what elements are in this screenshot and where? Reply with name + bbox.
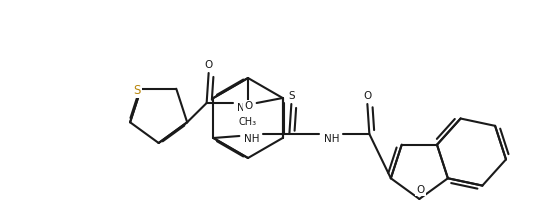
Text: O: O bbox=[363, 91, 372, 101]
Text: NH: NH bbox=[237, 103, 252, 113]
Text: S: S bbox=[288, 91, 295, 101]
Text: CH₃: CH₃ bbox=[239, 117, 257, 127]
Text: NH: NH bbox=[323, 134, 339, 144]
Text: NH: NH bbox=[244, 134, 259, 144]
Text: O: O bbox=[205, 60, 213, 70]
Text: S: S bbox=[133, 84, 141, 97]
Text: O: O bbox=[416, 185, 424, 195]
Text: O: O bbox=[244, 101, 252, 111]
